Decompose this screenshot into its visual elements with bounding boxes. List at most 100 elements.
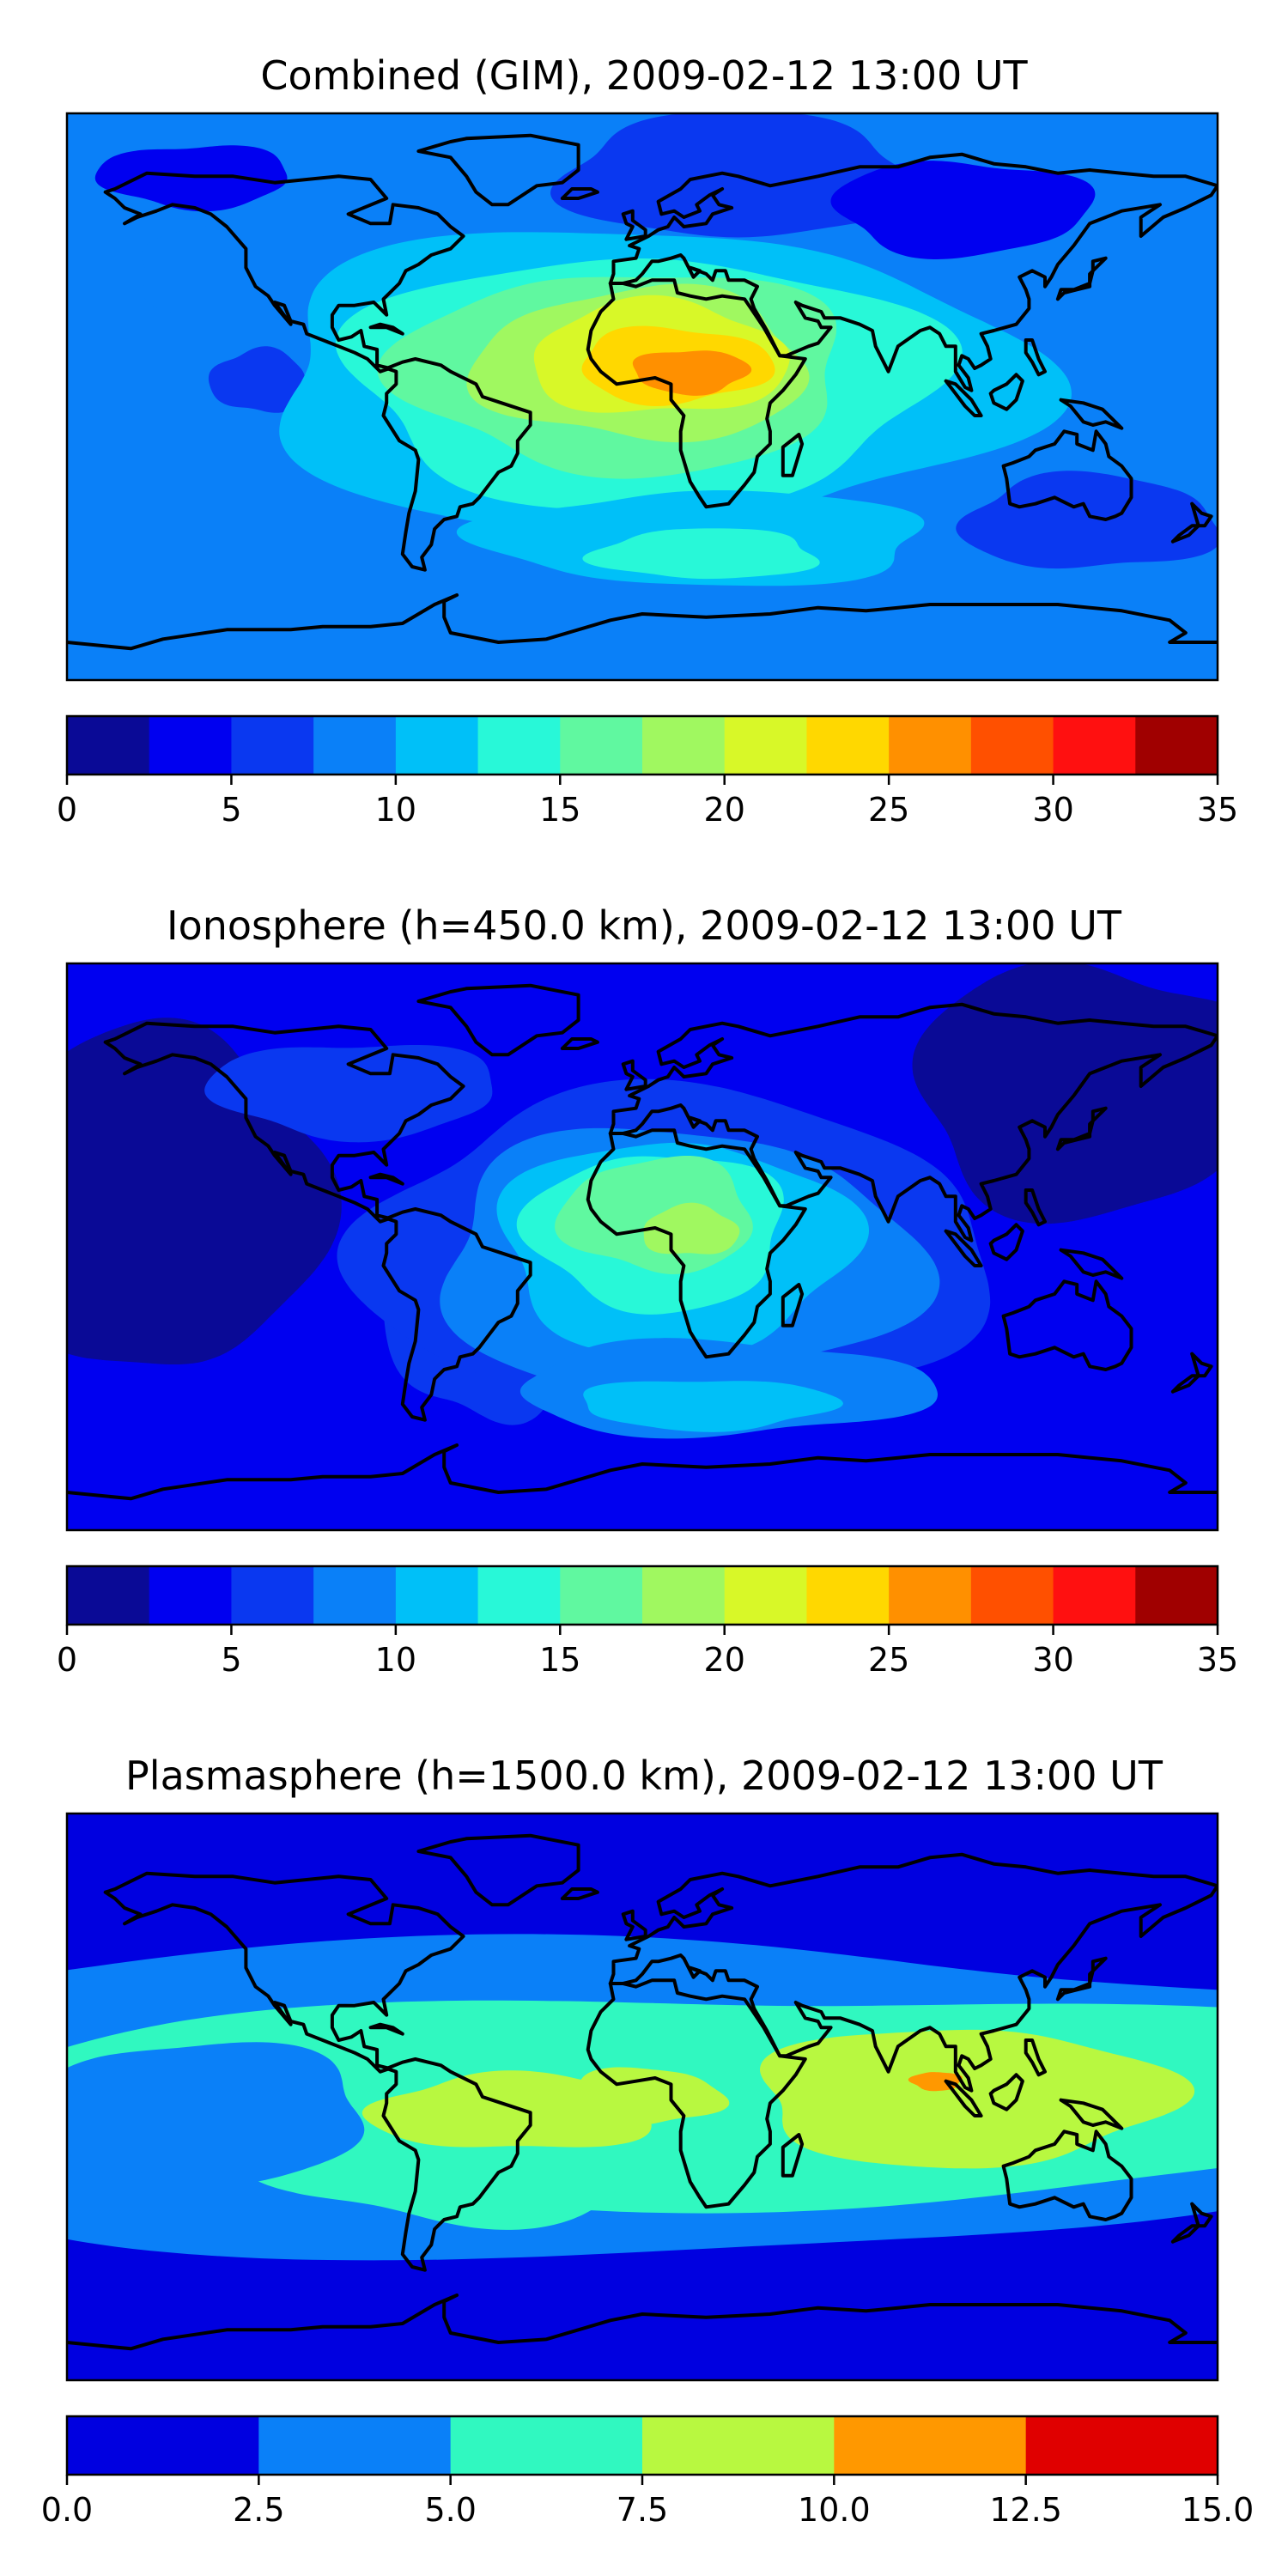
colorbar-swatch xyxy=(642,1566,726,1625)
colorbar-swatch xyxy=(67,716,150,775)
contour-region xyxy=(208,346,306,413)
coastline xyxy=(1001,2129,1133,2221)
map-frame xyxy=(65,1812,1219,2382)
colorbar-tick-label: 25 xyxy=(868,791,909,829)
coastlines xyxy=(67,1833,1218,2351)
title-combined: Combined (GIM), 2009-02-12 13:00 UT xyxy=(260,52,1028,99)
colorbar-tick-label: 35 xyxy=(1197,1641,1238,1679)
colorbar-swatch xyxy=(231,1566,314,1625)
coastline xyxy=(1170,524,1200,544)
colorbar-ionosphere: 0 5 10 15 20 25 30 35 xyxy=(57,1564,1238,1679)
coastline xyxy=(67,593,1218,651)
coastline xyxy=(586,278,807,509)
coastline xyxy=(608,1852,1218,2093)
panel-combined-gim: Combined (GIM), 2009-02-12 13:00 UT 0 5 10… xyxy=(57,52,1238,829)
coastline xyxy=(416,983,580,1057)
colorbar-frame xyxy=(65,714,1219,776)
colorbar-swatch xyxy=(724,1566,808,1625)
contour-region xyxy=(643,1202,740,1255)
coastline xyxy=(560,1037,599,1050)
colorbar-swatch xyxy=(450,2416,643,2475)
coastline xyxy=(608,152,1218,392)
coastline xyxy=(368,2022,404,2036)
colorbar-swatch xyxy=(231,716,314,775)
title-ionosphere: Ionosphere (h=450.0 km), 2009-02-12 13:0… xyxy=(167,902,1122,949)
panel-ionosphere: Ionosphere (h=450.0 km), 2009-02-12 13:0… xyxy=(57,902,1238,1679)
coastline xyxy=(781,1283,805,1327)
coastline xyxy=(608,1002,1218,1242)
title-plasmasphere: Plasmasphere (h=1500.0 km), 2009-02-12 1… xyxy=(125,1753,1163,1799)
colorbar-combined: 0 5 10 15 20 25 30 35 xyxy=(57,714,1238,829)
coastline xyxy=(1055,1956,1108,2002)
colorbar-tick-label: 20 xyxy=(704,791,745,829)
colorbar-tick-label: 2.5 xyxy=(233,2491,284,2529)
colorbar-swatch xyxy=(889,716,972,775)
coastline xyxy=(1170,2224,1200,2244)
colorbar-tick-label: 7.5 xyxy=(617,2491,668,2529)
colorbar-swatch xyxy=(970,716,1054,775)
coastline xyxy=(621,1909,647,1941)
coastlines xyxy=(67,983,1218,1501)
colorbar-swatch xyxy=(642,716,726,775)
colorbar-swatch xyxy=(395,716,479,775)
colorbar-swatch xyxy=(560,1566,643,1625)
colorbar-tick-label: 25 xyxy=(868,1641,909,1679)
coastline xyxy=(1024,2038,1047,2077)
contour-region xyxy=(956,471,1218,569)
coastline xyxy=(1190,501,1213,528)
colorbar-swatch xyxy=(1025,2416,1218,2475)
colorbar-swatch xyxy=(1135,1566,1218,1625)
colorbar-tick-label: 15 xyxy=(539,791,580,829)
colorbar-swatch xyxy=(67,2416,259,2475)
colorbar-tick-label: 20 xyxy=(704,1641,745,1679)
colorbar-plasmasphere: 0.0 2.5 5.0 7.5 10.0 12.5 15.0 xyxy=(41,2415,1254,2529)
coastline xyxy=(944,2079,983,2117)
coastline xyxy=(586,1128,807,1359)
colorbar-swatch xyxy=(1053,1566,1136,1625)
coastline xyxy=(1001,429,1133,521)
contour-region xyxy=(912,963,1218,1224)
colorbar-tick-label: 30 xyxy=(1032,1641,1073,1679)
coastline xyxy=(67,2293,1218,2351)
coastline xyxy=(368,322,404,336)
colorbar-swatch xyxy=(724,716,808,775)
coastline xyxy=(621,1059,647,1091)
contour-region xyxy=(204,1044,493,1143)
coastline xyxy=(381,2057,532,2272)
coastline xyxy=(781,2133,805,2178)
coastline xyxy=(103,1021,465,1224)
colorbar-tick-label: 12.5 xyxy=(989,2491,1062,2529)
coastline xyxy=(381,357,532,572)
map-field-plasmasphere xyxy=(67,1814,1218,2380)
coastline xyxy=(586,1978,807,2209)
colorbar-swatch xyxy=(313,1566,397,1625)
coastline xyxy=(781,433,805,477)
coastline xyxy=(1059,2098,1124,2130)
contour-region xyxy=(759,2029,1195,2169)
coastline xyxy=(1059,1248,1124,1280)
colorbar-swatch xyxy=(258,2416,452,2475)
colorbar-swatch xyxy=(806,716,890,775)
coastline xyxy=(381,1207,532,1422)
colorbar-tick-label: 35 xyxy=(1197,791,1238,829)
colorbar-swatch xyxy=(806,1566,890,1625)
colorbar-swatch xyxy=(477,716,561,775)
colorbar-tick-label: 0 xyxy=(57,1641,77,1679)
contour-region xyxy=(582,528,820,580)
colorbar-swatch xyxy=(889,1566,972,1625)
contour-region xyxy=(632,350,752,396)
map-frame xyxy=(65,962,1219,1532)
map-field-ionosphere xyxy=(67,963,1218,1530)
colorbar-tick-label: 5.0 xyxy=(424,2491,476,2529)
coastline xyxy=(560,1887,599,1900)
colorbar-swatch xyxy=(477,1566,561,1625)
coastline xyxy=(944,379,983,417)
colorbar-swatch xyxy=(1135,716,1218,775)
colorbar-swatch xyxy=(395,1566,479,1625)
coastline xyxy=(103,1871,465,2074)
coastline xyxy=(416,133,580,207)
colorbar-swatch xyxy=(1053,716,1136,775)
colorbar-tick-label: 0 xyxy=(57,791,77,829)
colorbar-swatch xyxy=(834,2416,1027,2475)
coastline xyxy=(621,209,647,241)
